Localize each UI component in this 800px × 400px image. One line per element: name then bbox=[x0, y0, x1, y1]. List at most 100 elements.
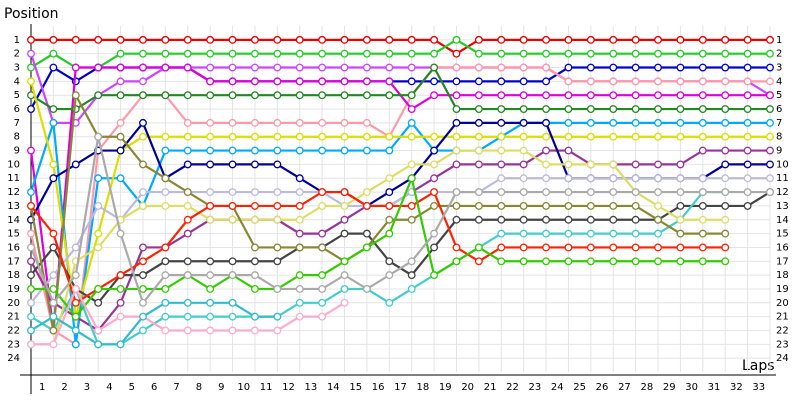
data-point bbox=[27, 298, 35, 307]
x-tick-label: 23 bbox=[528, 382, 541, 393]
data-point bbox=[295, 77, 304, 86]
data-point bbox=[139, 285, 147, 293]
data-point bbox=[362, 146, 371, 155]
data-point bbox=[407, 35, 416, 44]
data-point bbox=[116, 271, 125, 280]
data-point bbox=[586, 188, 595, 197]
data-point bbox=[250, 271, 259, 280]
data-point bbox=[609, 49, 618, 58]
data-point bbox=[250, 118, 259, 127]
data-point bbox=[71, 243, 80, 252]
data-point bbox=[564, 146, 573, 155]
data-point bbox=[542, 63, 551, 72]
data-point bbox=[519, 132, 528, 141]
data-point bbox=[407, 285, 416, 293]
data-point bbox=[766, 77, 774, 86]
data-point bbox=[273, 132, 282, 141]
data-point bbox=[94, 174, 103, 183]
data-point bbox=[340, 146, 349, 155]
data-point bbox=[206, 35, 215, 44]
data-point bbox=[139, 160, 147, 169]
y-tick-label: 19 bbox=[7, 284, 20, 295]
data-point bbox=[161, 201, 170, 210]
y-tick-label-right: 11 bbox=[776, 173, 789, 184]
data-point bbox=[94, 285, 103, 293]
data-point bbox=[183, 312, 192, 321]
x-tick-label: 2 bbox=[61, 382, 67, 393]
data-point bbox=[766, 160, 774, 169]
data-point bbox=[430, 243, 439, 252]
data-point bbox=[340, 35, 349, 44]
data-point bbox=[385, 49, 394, 58]
data-point bbox=[183, 298, 192, 307]
y-tick-label-right: 8 bbox=[776, 132, 782, 143]
data-point bbox=[430, 77, 439, 86]
data-point bbox=[318, 77, 327, 86]
data-point bbox=[407, 201, 416, 210]
data-point bbox=[698, 118, 707, 127]
data-point bbox=[228, 326, 237, 335]
data-point bbox=[139, 312, 147, 321]
data-point bbox=[206, 49, 215, 58]
data-point bbox=[228, 77, 237, 86]
data-point bbox=[564, 243, 573, 252]
data-point bbox=[295, 229, 304, 238]
data-point bbox=[407, 118, 416, 127]
data-point bbox=[609, 257, 618, 266]
data-point bbox=[139, 271, 147, 280]
data-point bbox=[139, 243, 147, 252]
data-point bbox=[631, 35, 640, 44]
y-tick-label: 10 bbox=[7, 159, 20, 170]
data-point bbox=[564, 118, 573, 127]
data-point bbox=[385, 132, 394, 141]
data-point bbox=[609, 215, 618, 224]
data-point bbox=[385, 63, 394, 72]
data-point bbox=[228, 215, 237, 224]
data-point bbox=[452, 118, 461, 127]
data-point bbox=[161, 132, 170, 141]
data-point bbox=[497, 105, 506, 113]
data-point bbox=[519, 77, 528, 86]
data-point bbox=[27, 105, 35, 113]
data-point bbox=[71, 312, 80, 321]
data-point bbox=[586, 118, 595, 127]
data-point bbox=[318, 146, 327, 155]
data-point bbox=[71, 35, 80, 44]
data-point bbox=[452, 105, 461, 113]
data-point bbox=[295, 132, 304, 141]
data-point bbox=[139, 201, 147, 210]
y-tick-label: 11 bbox=[7, 173, 20, 184]
data-point bbox=[362, 285, 371, 293]
data-point bbox=[631, 49, 640, 58]
data-point bbox=[586, 105, 595, 113]
data-point bbox=[318, 229, 327, 238]
data-point bbox=[698, 174, 707, 183]
data-point bbox=[183, 146, 192, 155]
data-point bbox=[116, 77, 125, 86]
data-point bbox=[452, 49, 461, 58]
data-point bbox=[250, 146, 259, 155]
data-point bbox=[564, 229, 573, 238]
y-tick-label: 18 bbox=[7, 270, 20, 281]
data-point bbox=[206, 257, 215, 266]
data-point bbox=[631, 118, 640, 127]
y-tick-label-right: 4 bbox=[776, 76, 782, 87]
data-point bbox=[318, 63, 327, 72]
data-point bbox=[340, 49, 349, 58]
data-point bbox=[676, 160, 685, 169]
data-point bbox=[362, 77, 371, 86]
data-point bbox=[766, 63, 774, 72]
y-tick-label-right: 9 bbox=[776, 146, 782, 157]
data-point bbox=[206, 215, 215, 224]
x-tick-label: 5 bbox=[129, 382, 135, 393]
data-point bbox=[430, 271, 439, 280]
data-point bbox=[654, 201, 662, 210]
data-point bbox=[139, 257, 147, 266]
data-point bbox=[766, 49, 774, 58]
data-point bbox=[743, 35, 752, 44]
data-point bbox=[183, 91, 192, 100]
data-point bbox=[139, 118, 147, 127]
data-point bbox=[183, 35, 192, 44]
data-point bbox=[654, 215, 662, 224]
data-point bbox=[49, 105, 58, 113]
